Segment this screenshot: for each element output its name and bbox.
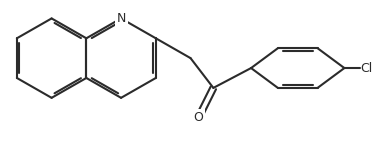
Text: N: N	[116, 12, 126, 25]
Text: Cl: Cl	[360, 61, 373, 75]
Text: O: O	[193, 111, 203, 124]
